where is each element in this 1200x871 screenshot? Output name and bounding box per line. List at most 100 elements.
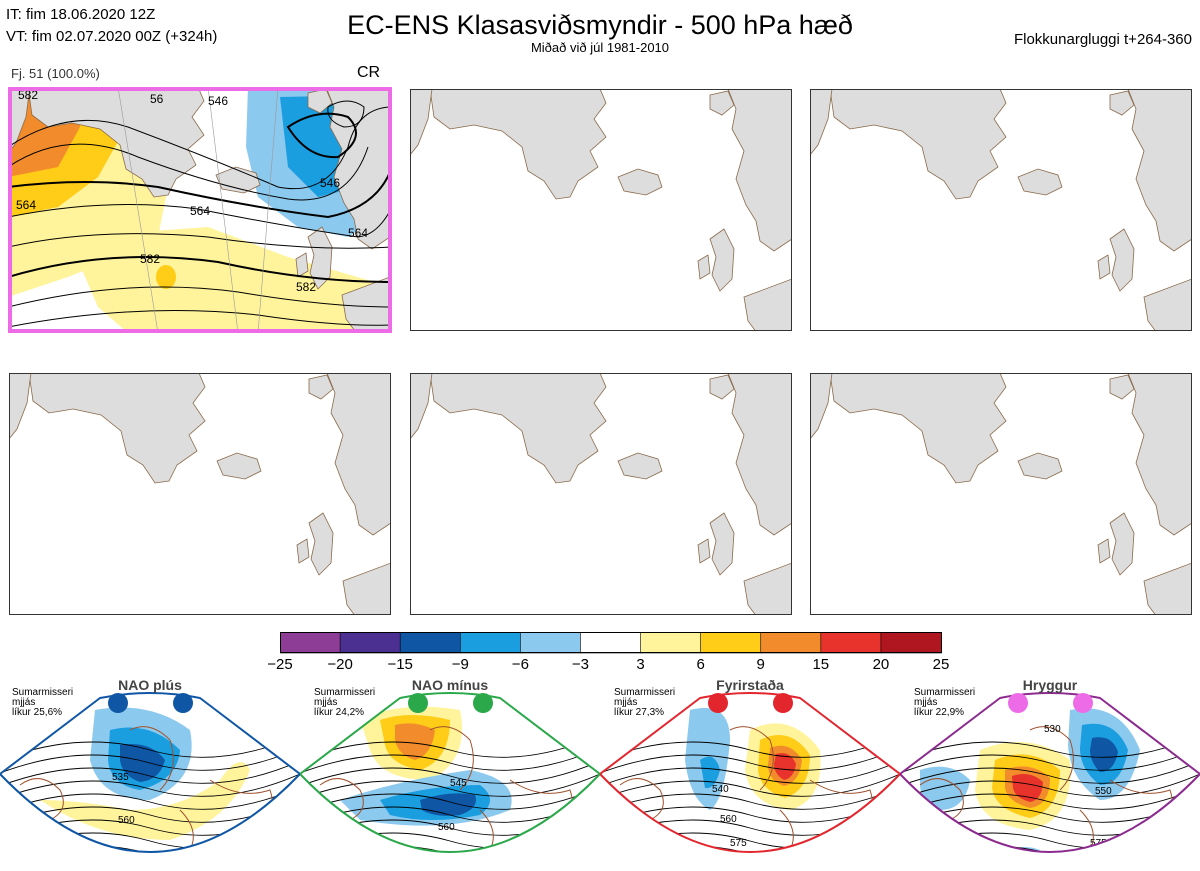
contour-label: 575 — [730, 838, 747, 849]
colorbar-tick-label: 3 — [636, 656, 645, 673]
colorbar-cells — [280, 632, 942, 654]
regime-map-3: 540 560 575 — [600, 692, 900, 853]
panel-frame — [410, 373, 792, 615]
height-contour — [900, 747, 1200, 774]
regime-probability: líkur 27,3% — [614, 707, 665, 718]
regime-map-1: 535 560 — [0, 692, 300, 853]
contour-labels: 582 56 546 564 564 546 564 582 582 — [16, 88, 368, 294]
colorbar-tick-label: −25 — [267, 656, 293, 673]
regime-probability: líkur 24,2% — [314, 707, 365, 718]
height-contour — [900, 786, 1200, 813]
regime-border — [600, 692, 900, 853]
colorbar-frame — [280, 632, 942, 653]
colorbar-tick-label: −20 — [327, 656, 353, 673]
colorbar-cell — [580, 632, 642, 654]
contour-label: 540 — [712, 784, 729, 795]
height-contour — [600, 773, 900, 800]
contour-label: 546 — [208, 94, 228, 108]
height-contour — [600, 734, 900, 761]
anomaly-fill — [920, 766, 970, 810]
regime-border — [0, 692, 300, 853]
coastline — [19, 726, 273, 851]
header-left: IT: fim 18.06.2020 12Z VT: fim 02.07.202… — [6, 4, 217, 48]
contour-label: 550 — [1095, 786, 1112, 797]
regime-marker-dot — [408, 693, 428, 713]
height-contour — [900, 734, 1200, 761]
regime-title: Fyrirstaða — [716, 677, 784, 693]
colorbar-tick-label: 25 — [932, 656, 950, 673]
coastline — [619, 726, 873, 851]
map-panel-2 — [410, 89, 792, 331]
regime-meta: Sumarmisseri mjjás líkur 24,2% — [314, 688, 375, 718]
contour-label: 56 — [150, 92, 164, 106]
contour-label: 546 — [320, 176, 340, 190]
regime-mean: mjjás — [614, 697, 638, 708]
init-time: IT: fim 18.06.2020 12Z — [6, 6, 156, 23]
regime-border — [300, 692, 600, 853]
contour-label: 545 — [450, 778, 467, 789]
panel-frame — [9, 373, 391, 615]
height-contour — [300, 747, 600, 774]
colorbar-tick-label: −9 — [451, 656, 469, 673]
contour-label: 575 — [445, 852, 462, 863]
valid-time: VT: fim 02.07.2020 00Z (+324h) — [6, 28, 218, 45]
member-count-label: Fj. 51 (100.0%) — [11, 66, 100, 81]
regime-season: Sumarmisseri — [12, 687, 74, 698]
colorbar-cell — [459, 632, 522, 654]
regime-marker-dot — [473, 693, 493, 713]
page-subtitle: Miðað við júl 1981-2010 — [530, 40, 670, 55]
height-contours — [8, 100, 392, 328]
regime-season: Sumarmisseri — [314, 687, 376, 698]
height-contour — [600, 786, 900, 813]
map-panel-1-chart: 582 56 546 564 564 546 564 582 582 — [8, 87, 392, 333]
height-contour — [0, 786, 300, 813]
anomaly-fill — [395, 723, 435, 760]
colorbar-tick-label: 6 — [696, 656, 705, 673]
classification-window: Flokkunargluggi t+264-360 — [1013, 31, 1192, 48]
contour-label: 560 — [118, 815, 135, 826]
contour-label: 564 — [16, 198, 36, 212]
regime-code-label: CR — [357, 64, 381, 81]
colorbar-cell — [880, 632, 942, 654]
coastline — [319, 726, 573, 851]
contour-label: 560 — [720, 814, 737, 825]
panel-frame — [810, 373, 1192, 615]
contour-label: 564 — [348, 226, 368, 240]
colorbar-tick-label: 20 — [872, 656, 890, 673]
regime-title: NAO mínus — [411, 677, 489, 693]
regime-mean: mjjás — [314, 697, 338, 708]
colorbar-tick-label: −15 — [387, 656, 413, 673]
colorbar-cell — [700, 632, 762, 654]
height-contour — [900, 773, 1200, 800]
colorbar-cell — [820, 632, 882, 654]
colorbar-tick-label: 15 — [812, 656, 830, 673]
anomaly-fill — [1012, 774, 1043, 802]
regime-marker-dot — [708, 693, 728, 713]
graticule — [117, 87, 279, 333]
map-panel-3 — [810, 89, 1192, 331]
height-contour — [0, 773, 300, 800]
anomaly-fill — [40, 762, 250, 840]
regime-probability: líkur 22,9% — [914, 707, 965, 718]
colorbar-cell — [399, 632, 462, 654]
anomaly-fill — [1090, 737, 1118, 772]
regime-title: Hryggur — [1022, 677, 1078, 693]
regime-probability: líkur 25,6% — [12, 707, 63, 718]
regime-meta: Sumarmisseri mjjás líkur 27,3% — [614, 688, 675, 718]
colorbar-cell — [280, 632, 341, 654]
positive-anomaly-spot — [156, 265, 176, 289]
contour-label: 582 — [296, 280, 316, 294]
colorbar-cell — [339, 632, 401, 654]
anomaly-fill — [700, 756, 720, 789]
colorbar-cell — [640, 632, 702, 654]
height-contour — [300, 760, 600, 787]
contour-label: 535 — [112, 772, 129, 783]
regime-season: Sumarmisseri — [914, 687, 976, 698]
height-contour — [300, 734, 600, 761]
regime-marker-dot — [773, 693, 793, 713]
height-contour — [300, 773, 600, 800]
regime-marker-dot — [108, 693, 128, 713]
regime-mean: mjjás — [914, 697, 938, 708]
regime-meta: Sumarmisseri mjjás líkur 22,9% — [914, 688, 975, 718]
regime-title: NAO plús — [118, 677, 182, 693]
